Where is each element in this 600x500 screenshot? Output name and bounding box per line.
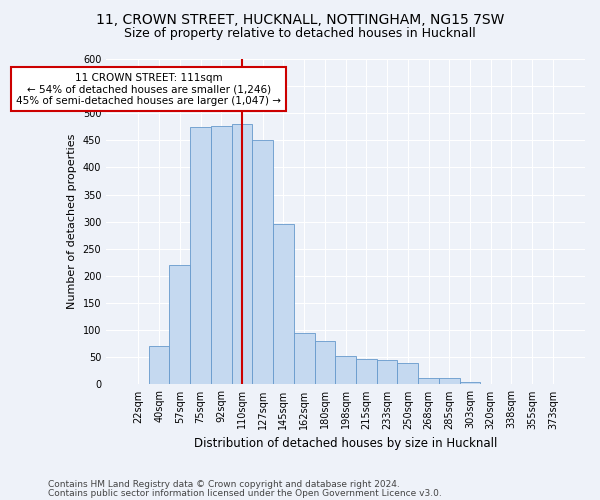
- Bar: [149, 346, 169, 385]
- Bar: [460, 382, 481, 384]
- Text: Contains HM Land Registry data © Crown copyright and database right 2024.: Contains HM Land Registry data © Crown c…: [48, 480, 400, 489]
- X-axis label: Distribution of detached houses by size in Hucknall: Distribution of detached houses by size …: [194, 437, 497, 450]
- Bar: [169, 265, 190, 384]
- Bar: [253, 140, 273, 384]
- Bar: [356, 359, 377, 384]
- Bar: [273, 224, 294, 384]
- Bar: [397, 362, 418, 384]
- Bar: [294, 333, 314, 384]
- Text: Contains public sector information licensed under the Open Government Licence v3: Contains public sector information licen…: [48, 488, 442, 498]
- Bar: [314, 341, 335, 384]
- Bar: [418, 378, 439, 384]
- Bar: [377, 360, 397, 384]
- Bar: [232, 124, 253, 384]
- Bar: [211, 126, 232, 384]
- Text: Size of property relative to detached houses in Hucknall: Size of property relative to detached ho…: [124, 28, 476, 40]
- Bar: [335, 356, 356, 384]
- Text: 11, CROWN STREET, HUCKNALL, NOTTINGHAM, NG15 7SW: 11, CROWN STREET, HUCKNALL, NOTTINGHAM, …: [96, 12, 504, 26]
- Y-axis label: Number of detached properties: Number of detached properties: [67, 134, 77, 310]
- Bar: [439, 378, 460, 384]
- Bar: [190, 127, 211, 384]
- Text: 11 CROWN STREET: 111sqm
← 54% of detached houses are smaller (1,246)
45% of semi: 11 CROWN STREET: 111sqm ← 54% of detache…: [16, 72, 281, 106]
